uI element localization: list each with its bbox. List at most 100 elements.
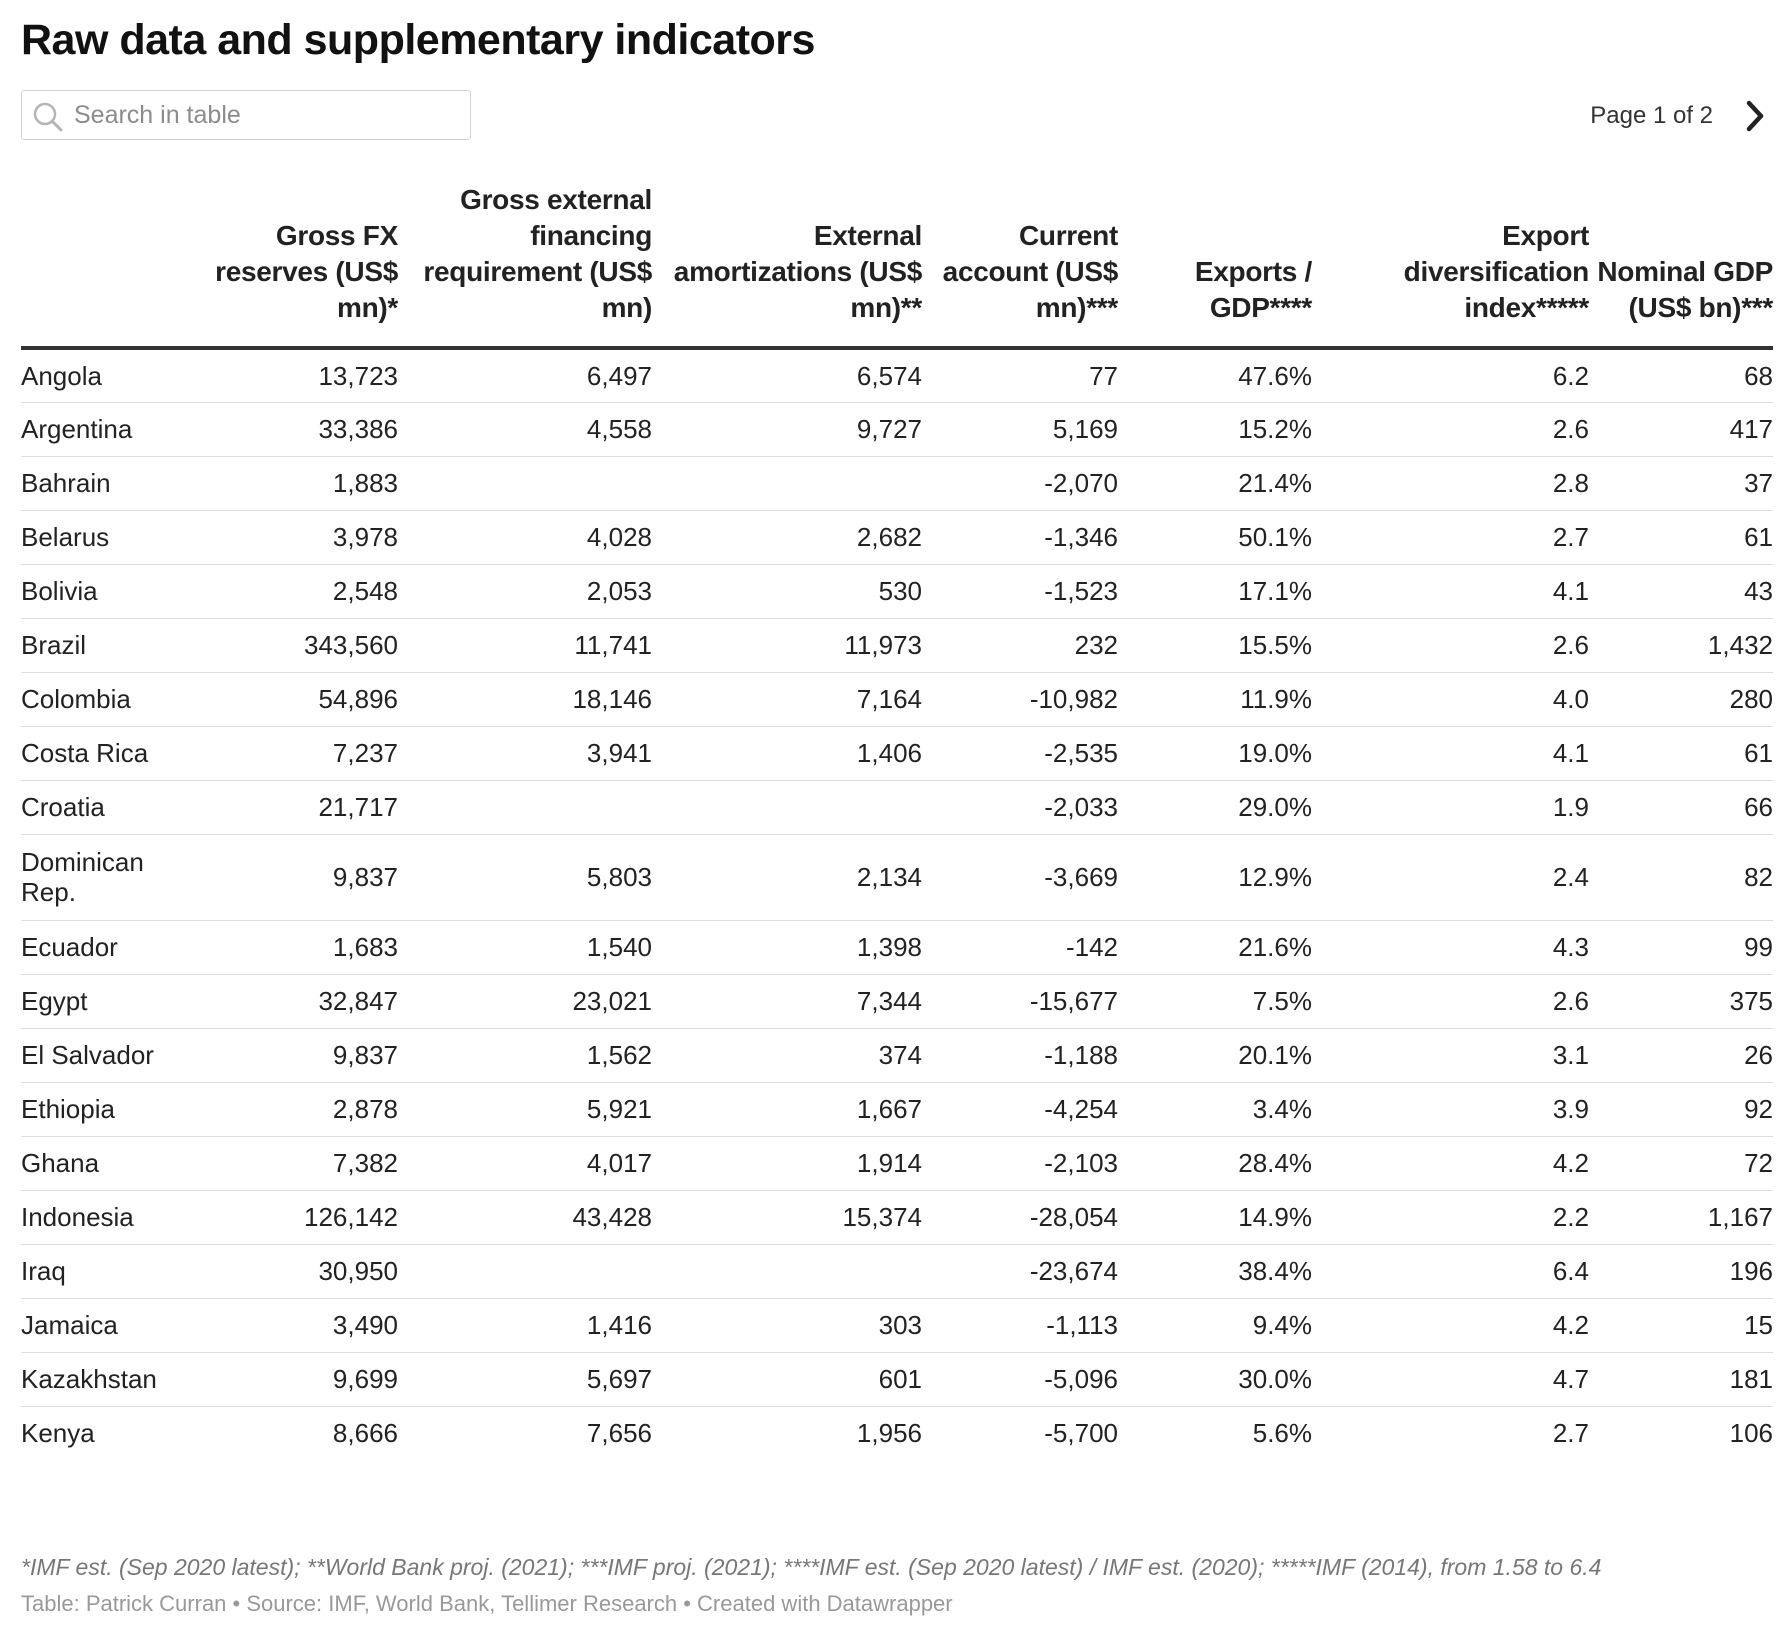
search-icon bbox=[33, 102, 63, 132]
country-cell: El Salvador bbox=[21, 1028, 191, 1083]
table-cell: 30,950 bbox=[191, 1244, 398, 1299]
table-row: Jamaica 3,490 1,416 303 -1,113 9.4% 4.2 15 bbox=[21, 1298, 1773, 1353]
country-cell: Colombia bbox=[21, 672, 191, 727]
table-cell: -10,982 bbox=[922, 672, 1118, 727]
table-cell: -142 bbox=[922, 920, 1118, 975]
table-cell: 72 bbox=[1589, 1136, 1773, 1191]
table-cell: 232 bbox=[922, 618, 1118, 673]
country-cell: Egypt bbox=[21, 974, 191, 1029]
table-cell: 601 bbox=[652, 1352, 922, 1407]
table-cell: 19.0% bbox=[1118, 726, 1312, 781]
table-row: Belarus 3,978 4,028 2,682 -1,346 50.1% 2.7 61 bbox=[21, 510, 1773, 565]
table-row: Egypt 32,847 23,021 7,344 -15,677 7.5% 2.6 375 bbox=[21, 974, 1773, 1029]
table-cell: 303 bbox=[652, 1298, 922, 1353]
table-cell: 50.1% bbox=[1118, 510, 1312, 565]
column-header[interactable]: Gross FX reserves (US$ mn)* bbox=[191, 182, 398, 350]
column-header[interactable]: External amortizations (US$ mn)** bbox=[652, 182, 922, 350]
table-cell: 1,914 bbox=[652, 1136, 922, 1191]
country-cell: Indonesia bbox=[21, 1190, 191, 1245]
table-cell: -1,346 bbox=[922, 510, 1118, 565]
table-row: Bolivia 2,548 2,053 530 -1,523 17.1% 4.1 43 bbox=[21, 564, 1773, 619]
table-cell: 15.2% bbox=[1118, 402, 1312, 457]
table-cell: 21.4% bbox=[1118, 456, 1312, 511]
table-cell: 8,666 bbox=[332, 1418, 398, 1449]
column-header[interactable]: Current account (US$ mn)*** bbox=[922, 182, 1118, 350]
table-cell: 12.9% bbox=[1118, 834, 1312, 921]
table-cell: 4.2 bbox=[1312, 1136, 1589, 1191]
table-row: Ethiopia 2,878 5,921 1,667 -4,254 3.4% 3.9 92 bbox=[21, 1082, 1773, 1137]
table-cell: 2,682 bbox=[652, 510, 922, 565]
column-header[interactable]: Gross external financing requirement (US… bbox=[398, 182, 652, 350]
data-table: Gross FX reserves (US$ mn)* Gross externa… bbox=[21, 182, 1773, 1460]
table-cell: 3.9 bbox=[1312, 1082, 1589, 1137]
table-cell: 1,432 bbox=[1589, 618, 1773, 673]
table-cell: 2.6 bbox=[1312, 402, 1589, 457]
table-cell: 82 bbox=[1589, 834, 1773, 921]
table-cell: 7,382 bbox=[191, 1136, 398, 1191]
table-cell: 11,741 bbox=[398, 618, 652, 673]
table-body: Angola 13,723 6,497 6,574 77 47.6% 6.2 68 Argent… bbox=[21, 348, 1773, 1460]
table-cell: 1,667 bbox=[652, 1082, 922, 1137]
table-cell: -15,677 bbox=[922, 974, 1118, 1029]
country-cell: Jamaica bbox=[21, 1298, 191, 1353]
table-row: Kenya 8,666 7,656 1,956 -5,700 5.6% 2.7 106 bbox=[21, 1406, 1773, 1460]
table-cell: 28.4% bbox=[1118, 1136, 1312, 1191]
search-input[interactable] bbox=[74, 95, 464, 135]
country-cell: Brazil bbox=[21, 618, 191, 673]
table-row: Brazil 343,560 11,741 11,973 232 15.5% 2.6 1,43… bbox=[21, 618, 1773, 673]
table-cell: -2,033 bbox=[922, 780, 1118, 835]
table-cell: 4.7 bbox=[1312, 1352, 1589, 1407]
table-cell: 106 bbox=[1729, 1418, 1773, 1449]
table-cell: 3,978 bbox=[191, 510, 398, 565]
page-indicator: Page 1 of 2 bbox=[1590, 102, 1713, 129]
table-cell: 9,837 bbox=[191, 834, 398, 921]
source-credit: Table: Patrick Curran • Source: IMF, Wor… bbox=[21, 1591, 953, 1616]
table-cell: 20.1% bbox=[1118, 1028, 1312, 1083]
table-cell bbox=[652, 780, 922, 835]
table-cell: 30.0% bbox=[1118, 1352, 1312, 1407]
table-cell: 196 bbox=[1589, 1244, 1773, 1299]
column-header[interactable]: Nominal GDP (US$ bn)*** bbox=[1589, 182, 1773, 350]
table-row: Kazakhstan 9,699 5,697 601 -5,096 30.0% 4.7 181 bbox=[21, 1352, 1773, 1407]
search-box[interactable] bbox=[21, 90, 471, 140]
table-cell: 3,941 bbox=[398, 726, 652, 781]
column-header[interactable]: Exports / GDP**** bbox=[1118, 182, 1312, 350]
table-cell: 4.3 bbox=[1312, 920, 1589, 975]
table-cell: 11,973 bbox=[652, 618, 922, 673]
country-cell: Ethiopia bbox=[21, 1082, 191, 1137]
table-cell: -4,254 bbox=[922, 1082, 1118, 1137]
table-cell: 4.0 bbox=[1312, 672, 1589, 727]
country-cell: Angola bbox=[21, 348, 191, 403]
table-cell: -2,103 bbox=[922, 1136, 1118, 1191]
table-cell: 7,656 bbox=[586, 1418, 652, 1449]
footnotes: *IMF est. (Sep 2020 latest); **World Ban… bbox=[21, 1554, 1602, 1580]
table-cell: 2.7 bbox=[1552, 1418, 1589, 1449]
table-cell bbox=[398, 780, 652, 835]
table-cell: 1,562 bbox=[398, 1028, 652, 1083]
table-row: Ecuador 1,683 1,540 1,398 -142 21.6% 4.3 99 bbox=[21, 920, 1773, 975]
table-cell: 4,558 bbox=[398, 402, 652, 457]
table-cell: 7.5% bbox=[1118, 974, 1312, 1029]
table-cell: 4,028 bbox=[398, 510, 652, 565]
table-cell: 4,017 bbox=[398, 1136, 652, 1191]
table-row: Colombia 54,896 18,146 7,164 -10,982 11.9% 4.0… bbox=[21, 672, 1773, 727]
page-title: Raw data and supplementary indicators bbox=[21, 16, 815, 64]
column-header[interactable] bbox=[21, 182, 191, 350]
country-cell: Costa Rica bbox=[21, 726, 191, 781]
table-cell: 15 bbox=[1589, 1298, 1773, 1353]
table-cell: 2.6 bbox=[1312, 974, 1589, 1029]
table-cell: 9,699 bbox=[191, 1352, 398, 1407]
table-cell: -1,113 bbox=[922, 1298, 1118, 1353]
country-cell: Argentina bbox=[21, 402, 191, 457]
table-cell: 66 bbox=[1589, 780, 1773, 835]
table-cell: -23,674 bbox=[922, 1244, 1118, 1299]
next-page-button[interactable] bbox=[1737, 96, 1773, 136]
table-cell: 6,497 bbox=[398, 348, 652, 403]
country-cell: Iraq bbox=[21, 1244, 191, 1299]
table-cell: 2,053 bbox=[398, 564, 652, 619]
column-header[interactable]: Export diversification index***** bbox=[1312, 182, 1589, 350]
table-cell: 29.0% bbox=[1118, 780, 1312, 835]
table-cell: 1,883 bbox=[191, 456, 398, 511]
table-cell: 6.2 bbox=[1312, 348, 1589, 403]
table-cell: 5,803 bbox=[398, 834, 652, 921]
